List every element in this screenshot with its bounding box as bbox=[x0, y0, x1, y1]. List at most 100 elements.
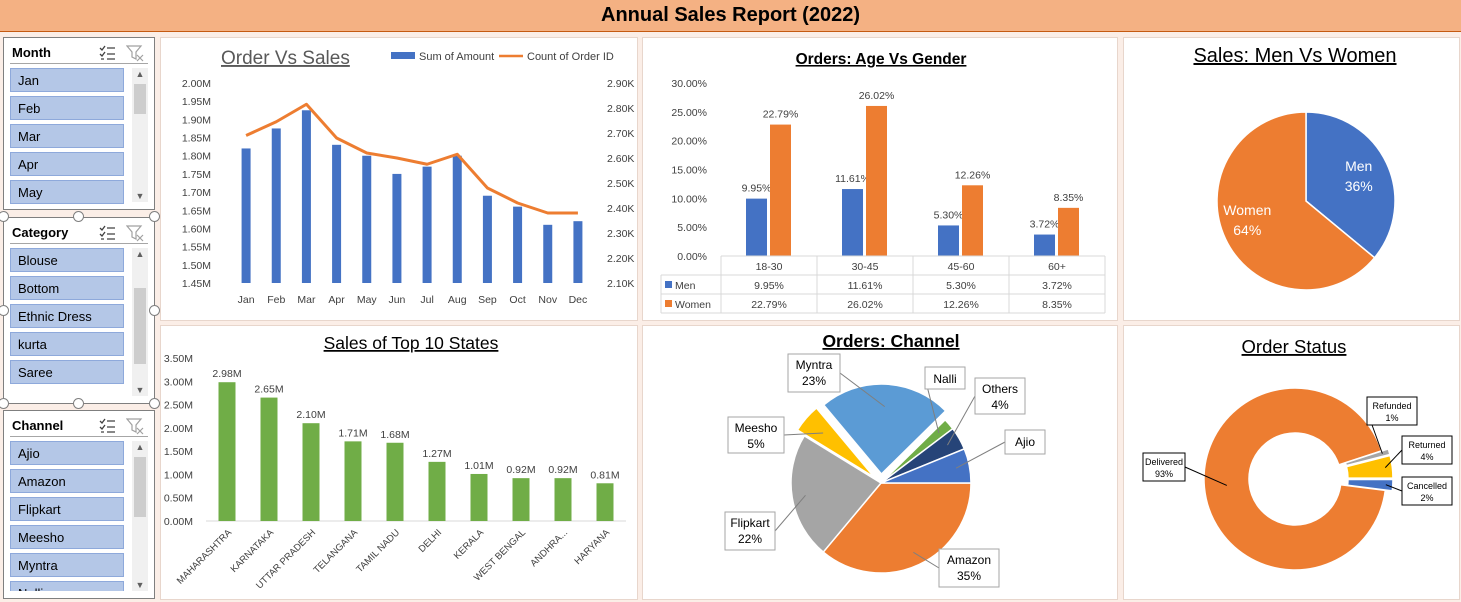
resize-handle[interactable] bbox=[0, 398, 9, 409]
month-slicer[interactable]: Month Jan Feb Mar Apr May ▲ ▼ bbox=[3, 37, 155, 210]
slicer-item-may[interactable]: May bbox=[10, 180, 124, 204]
bar bbox=[1034, 234, 1055, 256]
leader-line bbox=[1184, 466, 1228, 486]
order-vs-sales-chart: Order Vs Sales Sum of Amount Count of Orde… bbox=[182, 48, 635, 306]
top-states-panel: Sales of Top 10 States 3.50M 3.00M 2.50M 2.0… bbox=[160, 325, 638, 600]
leader-line bbox=[1385, 484, 1403, 492]
x-tick-label: KERALA bbox=[452, 527, 487, 562]
data-label: 2.98M bbox=[212, 368, 241, 380]
resize-handle[interactable] bbox=[73, 398, 84, 409]
bar bbox=[452, 155, 462, 283]
slicer-item-blouse[interactable]: Blouse bbox=[10, 248, 124, 272]
y-tick-label: 1.95M bbox=[182, 96, 211, 108]
scroll-thumb[interactable] bbox=[134, 288, 146, 364]
slicer-item-bottom[interactable]: Bottom bbox=[10, 276, 124, 300]
scroll-down-icon[interactable]: ▼ bbox=[135, 191, 145, 201]
y-tick-label: 0.50M bbox=[164, 493, 193, 505]
order-status-panel: Order Status Cancelled 2% Delivered 93% Refun… bbox=[1123, 325, 1460, 600]
chart-title: Orders: Channel bbox=[822, 331, 959, 351]
table-cell: 12.26% bbox=[943, 299, 979, 311]
slicer-item-amazon[interactable]: Amazon bbox=[10, 469, 124, 493]
multi-select-icon[interactable] bbox=[98, 417, 116, 435]
pie-slice bbox=[822, 482, 972, 574]
clear-filter-icon[interactable] bbox=[126, 44, 144, 62]
y-tick-label: 0.00% bbox=[677, 251, 707, 263]
men-vs-women-panel: Sales: Men Vs Women Men 36% Women 64% bbox=[1123, 37, 1460, 321]
scroll-up-icon[interactable]: ▲ bbox=[135, 442, 145, 452]
slicer-item-mar[interactable]: Mar bbox=[10, 124, 124, 148]
slicer-item-feb[interactable]: Feb bbox=[10, 96, 124, 120]
table-header: 60+ bbox=[1048, 261, 1066, 273]
scroll-up-icon[interactable]: ▲ bbox=[135, 69, 145, 79]
data-label: 9.95% bbox=[742, 183, 772, 195]
scroll-thumb[interactable] bbox=[134, 84, 146, 114]
resize-handle[interactable] bbox=[149, 305, 160, 316]
channel-slicer[interactable]: Channel Ajio Amazon Flipkart Meesho Myntra Na… bbox=[3, 410, 155, 599]
scroll-down-icon[interactable]: ▼ bbox=[135, 580, 145, 590]
category-slicer[interactable]: Category Blouse Bottom Ethnic Dress kurta Sa… bbox=[3, 217, 155, 404]
slicer-item-nalli[interactable]: Nalli bbox=[10, 581, 124, 591]
bar bbox=[596, 483, 614, 521]
slicer-item-apr[interactable]: Apr bbox=[10, 152, 124, 176]
x-tick-label: May bbox=[357, 294, 378, 306]
table-cell: 5.30% bbox=[946, 280, 976, 292]
data-label: 26.02% bbox=[859, 90, 895, 102]
callout-label: Returned bbox=[1408, 440, 1445, 450]
slicer-item-jan[interactable]: Jan bbox=[10, 68, 124, 92]
table-header: 18-30 bbox=[756, 261, 783, 273]
bar bbox=[344, 441, 362, 521]
data-label: 0.81M bbox=[590, 469, 619, 481]
callout-label: Refunded bbox=[1372, 401, 1411, 411]
series-line bbox=[245, 102, 578, 215]
age-vs-gender-panel: Orders: Age Vs Gender 30.00% 25.00% 20.00% 1… bbox=[642, 37, 1118, 321]
data-label: 1.71M bbox=[338, 427, 367, 439]
slicer-item-kurta[interactable]: kurta bbox=[10, 332, 124, 356]
bar bbox=[573, 221, 583, 283]
category-scrollbar[interactable]: ▲ ▼ bbox=[132, 248, 148, 396]
bar bbox=[512, 478, 530, 521]
resize-handle[interactable] bbox=[0, 211, 9, 222]
multi-select-icon[interactable] bbox=[98, 44, 116, 62]
bar bbox=[513, 206, 523, 283]
multi-select-icon[interactable] bbox=[98, 224, 116, 242]
x-tick-label: Jun bbox=[388, 294, 405, 306]
scroll-thumb[interactable] bbox=[134, 457, 146, 517]
y-tick-label: 25.00% bbox=[671, 107, 707, 119]
channel-slicer-title: Channel bbox=[12, 418, 64, 433]
x-tick-label: TELANGANA bbox=[312, 527, 361, 576]
scroll-down-icon[interactable]: ▼ bbox=[135, 385, 145, 395]
bar bbox=[470, 473, 488, 521]
slicer-item-meesho[interactable]: Meesho bbox=[10, 525, 124, 549]
callout-pct: 22% bbox=[738, 532, 762, 546]
slicer-item-saree[interactable]: Saree bbox=[10, 360, 124, 384]
bar bbox=[386, 442, 404, 521]
slicer-item-myntra[interactable]: Myntra bbox=[10, 553, 124, 577]
resize-handle[interactable] bbox=[0, 305, 9, 316]
callout-pct: 93% bbox=[1155, 469, 1173, 479]
y-tick-label: 1.85M bbox=[182, 133, 211, 145]
resize-handle[interactable] bbox=[149, 398, 160, 409]
y-tick-label: 0.00M bbox=[164, 516, 193, 528]
clear-filter-icon[interactable] bbox=[126, 224, 144, 242]
data-label: 0.92M bbox=[548, 464, 577, 476]
data-label: 2.65M bbox=[254, 384, 283, 396]
slicer-item-ethnic-dress[interactable]: Ethnic Dress bbox=[10, 304, 124, 328]
slicer-item-ajio[interactable]: Ajio bbox=[10, 441, 124, 465]
clear-filter-icon[interactable] bbox=[126, 417, 144, 435]
y-tick-label: 1.50M bbox=[164, 446, 193, 458]
table-cell: 3.72% bbox=[1042, 280, 1072, 292]
x-tick-label: HARYANA bbox=[572, 527, 612, 567]
slicer-item-flipkart[interactable]: Flipkart bbox=[10, 497, 124, 521]
top-states-chart: Sales of Top 10 States 3.50M 3.00M 2.50M 2.0… bbox=[164, 333, 626, 591]
scroll-up-icon[interactable]: ▲ bbox=[135, 249, 145, 259]
data-label: 12.26% bbox=[955, 169, 991, 181]
y-tick-label: 2.00M bbox=[164, 423, 193, 435]
month-scrollbar[interactable]: ▲ ▼ bbox=[132, 68, 148, 202]
legend-label: Count of Order ID bbox=[527, 51, 614, 63]
y-tick-label: 3.00M bbox=[164, 376, 193, 388]
channel-scrollbar[interactable]: ▲ ▼ bbox=[132, 441, 148, 591]
resize-handle[interactable] bbox=[149, 211, 160, 222]
x-tick-label: Mar bbox=[297, 294, 316, 306]
callout-pct: 1% bbox=[1385, 413, 1398, 423]
resize-handle[interactable] bbox=[73, 211, 84, 222]
